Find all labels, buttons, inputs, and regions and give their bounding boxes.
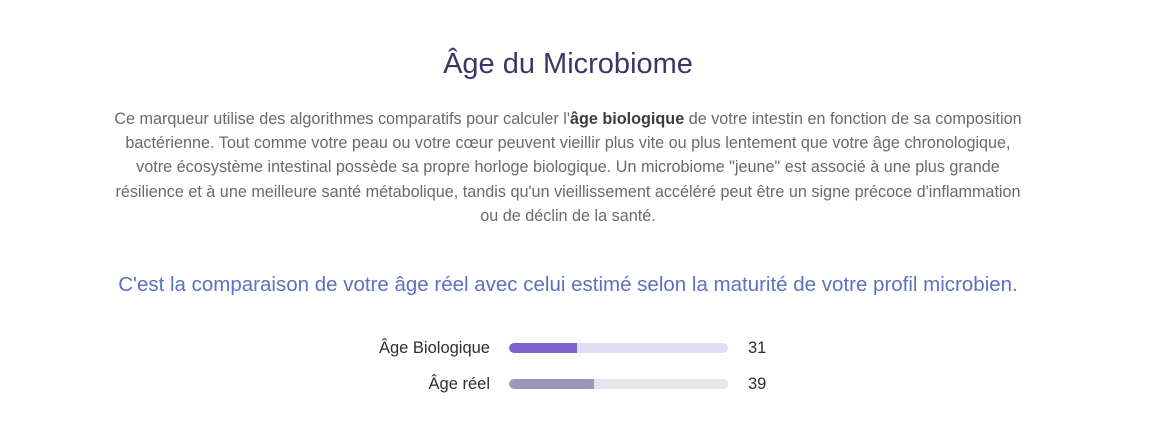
description-bold-term: âge biologique [569, 110, 685, 128]
description-paragraph: Ce marqueur utilise des algorithmes comp… [110, 107, 1026, 228]
age-bar-track [509, 343, 728, 353]
comparison-subtitle: C'est la comparaison de votre âge réel a… [118, 273, 1018, 296]
description-text-end: de votre intestin en fonction de sa comp… [115, 110, 1022, 225]
description-text-start: Ce marqueur utilise des algorithmes comp… [114, 110, 570, 128]
age-bar-fill [509, 343, 577, 353]
page-title: Âge du Microbiome [443, 48, 693, 80]
age-row-label: Âge Biologique [378, 339, 490, 357]
age-row-value: 39 [748, 375, 767, 393]
age-bar-fill [509, 379, 595, 389]
age-bar-track [509, 379, 728, 389]
age-row-label: Âge réel [428, 375, 490, 393]
age-row-value: 31 [748, 339, 767, 357]
